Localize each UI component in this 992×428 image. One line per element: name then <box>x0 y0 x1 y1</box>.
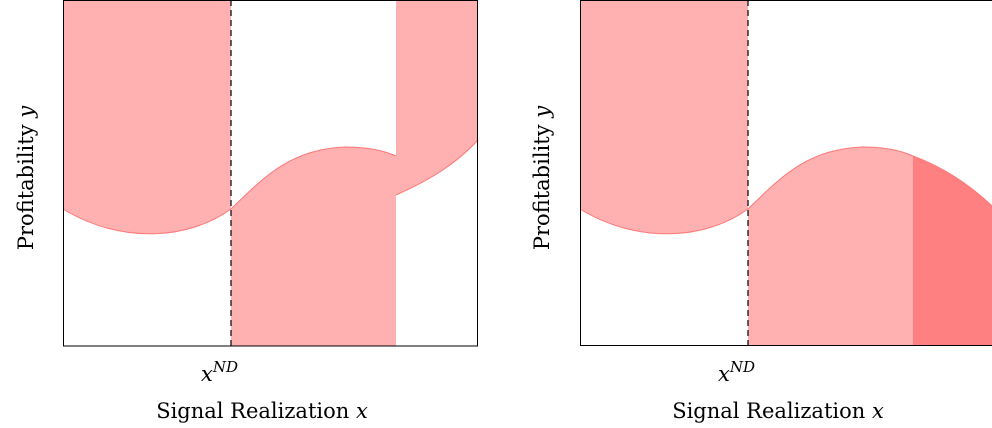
right-threshold-label-base: x <box>718 362 730 386</box>
left-x-axis-label: Signal Realization x <box>156 399 368 423</box>
left-region-left-above <box>63 0 231 234</box>
left-threshold-label-base: x <box>201 362 213 386</box>
left-plot-frame <box>63 0 478 347</box>
left-y-axis-label: Profitability y <box>14 105 38 250</box>
right-region-middle-below <box>748 147 913 346</box>
right-panel: Profitability y xND Signal Realization x <box>530 0 992 423</box>
right-threshold-label-sup: ND <box>729 358 755 376</box>
right-plot-frame <box>580 0 992 346</box>
left-region-middle-below <box>231 147 396 346</box>
right-x-axis-label-text: Signal Realization <box>672 399 872 423</box>
right-region-left-above <box>580 0 748 234</box>
left-region-right-above <box>396 0 478 195</box>
right-y-axis-label: Profitability y <box>530 105 554 250</box>
left-x-axis-label-var: x <box>356 399 368 423</box>
right-curve <box>579 146 992 235</box>
right-x-axis-label-var: x <box>872 399 884 423</box>
left-threshold-label-sup: ND <box>212 358 238 376</box>
left-curve <box>62 146 397 235</box>
right-x-axis-label: Signal Realization x <box>672 399 884 423</box>
left-threshold-label: xND <box>201 358 238 386</box>
left-panel: Profitability y xND Signal Realization x <box>14 0 479 423</box>
right-y-axis-label-var: y <box>530 105 554 119</box>
left-y-axis-label-var: y <box>14 105 38 119</box>
left-x-axis-label-text: Signal Realization <box>156 399 356 423</box>
left-curve-right <box>395 139 479 196</box>
right-region-right-below <box>913 156 992 346</box>
left-y-axis-label-text: Profitability <box>14 118 38 250</box>
right-y-axis-label-text: Profitability <box>530 118 554 250</box>
right-threshold-label: xND <box>718 358 755 386</box>
